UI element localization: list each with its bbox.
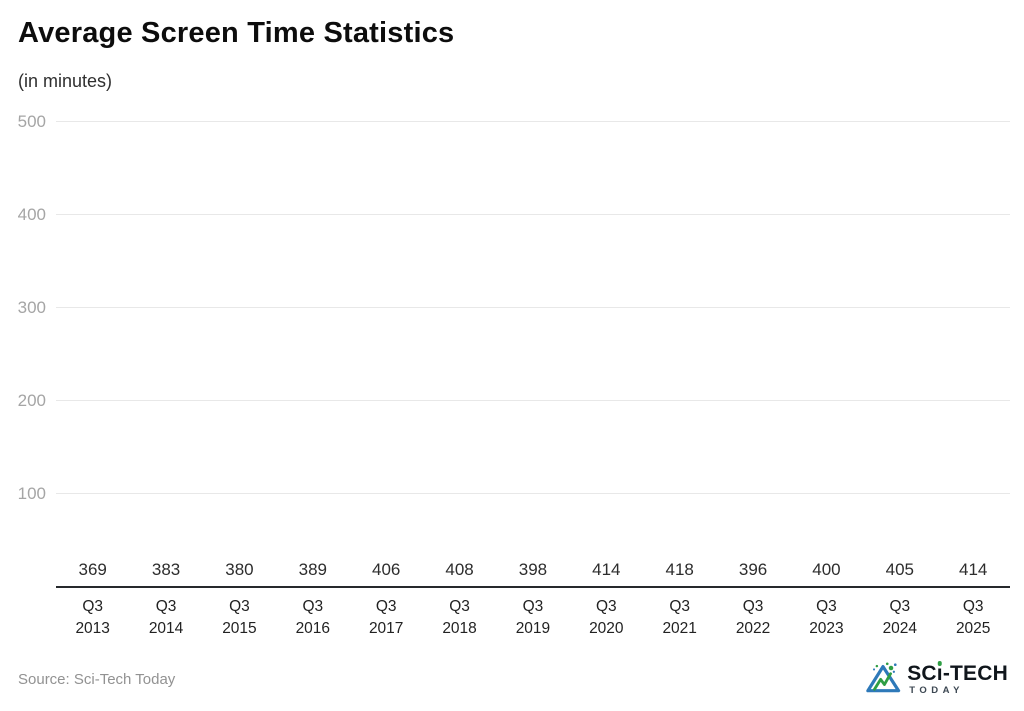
x-tick-label: Q3 2021 bbox=[662, 598, 697, 637]
x-tick-label: Q3 2020 bbox=[589, 598, 624, 637]
bar-value-label: 405 bbox=[885, 560, 914, 579]
bar-value-label: 380 bbox=[225, 560, 254, 579]
x-tick-label: Q3 2019 bbox=[515, 598, 551, 637]
y-tick-label: 500 bbox=[17, 112, 46, 131]
x-tick-label: Q3 2018 bbox=[442, 598, 477, 637]
sci-tech-triangle-logo-icon bbox=[864, 660, 902, 699]
x-tick-label: Q3 2016 bbox=[295, 598, 331, 637]
x-tick-label: Q3 2023 bbox=[809, 598, 844, 637]
gridline bbox=[56, 400, 1010, 401]
x-tick-label: Q3 2024 bbox=[882, 598, 918, 637]
gridline bbox=[56, 307, 1010, 308]
logo-line1: SCı-TECH bbox=[907, 662, 1008, 686]
source-text: Source: Sci-Tech Today bbox=[18, 671, 176, 688]
bar-value-label: 398 bbox=[518, 560, 548, 579]
bar-value-label: 406 bbox=[372, 560, 401, 579]
footer: Source: Sci-Tech Today SCı-TECH TODAY bbox=[18, 660, 1008, 699]
bars-row: 369 383 380 389 406 408 398 414 418 396 400 405 414 bbox=[56, 122, 1010, 587]
gridline bbox=[56, 493, 1010, 494]
chart-title: Average Screen Time Statistics bbox=[18, 17, 455, 49]
x-axis-line bbox=[56, 585, 1010, 588]
x-tick-label: Q3 2022 bbox=[735, 598, 771, 637]
gridline bbox=[56, 121, 1010, 122]
bar-value-label: 396 bbox=[738, 560, 768, 579]
chart-subtitle: (in minutes) bbox=[18, 71, 113, 91]
gridline bbox=[56, 214, 1010, 215]
x-tick-label: Q3 2025 bbox=[955, 598, 991, 637]
bar-value-label: 418 bbox=[665, 560, 694, 579]
x-tick-label: Q3 2015 bbox=[222, 598, 257, 637]
bar-value-label: 414 bbox=[959, 560, 988, 579]
logo-text: SCı-TECH TODAY bbox=[907, 663, 1008, 696]
bar-value-label: 389 bbox=[298, 560, 327, 579]
bar-value-label: 414 bbox=[592, 560, 621, 579]
x-tick-label: Q3 2014 bbox=[148, 598, 184, 637]
plot-area: 369 383 380 389 406 408 398 414 418 396 400 405 414 bbox=[56, 121, 1010, 588]
logo-line2: TODAY bbox=[909, 685, 964, 697]
bar-value-label: 369 bbox=[78, 560, 107, 579]
y-tick-label: 400 bbox=[17, 205, 46, 224]
bar-value-label: 383 bbox=[151, 560, 181, 579]
sci-tech-today-logo: SCı-TECH TODAY bbox=[864, 660, 1008, 699]
x-tick-label: Q3 2013 bbox=[75, 598, 110, 637]
y-tick-label: 200 bbox=[17, 391, 46, 410]
x-axis-labels: Q3 2013 Q3 2014 Q3 2015 Q3 2016 Q3 2017 Q3 2018 Q3 20… bbox=[56, 596, 1010, 640]
y-tick-label: 300 bbox=[17, 298, 46, 317]
x-tick-label: Q3 2017 bbox=[368, 598, 404, 637]
bar-value-label: 400 bbox=[812, 560, 841, 579]
y-axis-labels: 100 200 300 400 500 bbox=[0, 112, 46, 587]
bar-value-label: 408 bbox=[445, 560, 474, 579]
y-tick-label: 100 bbox=[17, 484, 46, 503]
